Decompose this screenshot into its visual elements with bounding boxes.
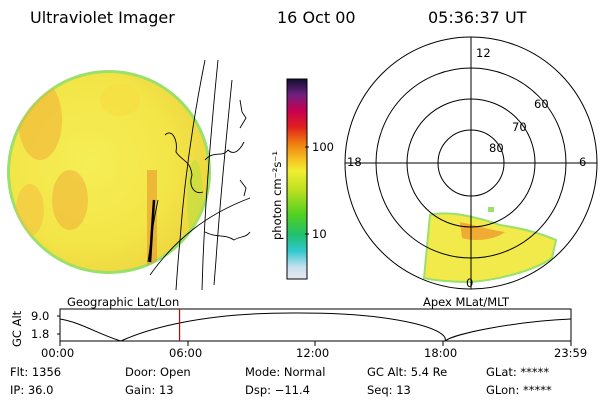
time-label: 05:36:37 UT xyxy=(428,8,527,27)
timeline-xtick-0000: 00:00 xyxy=(41,346,75,360)
timeline-xtick-0600: 06:00 xyxy=(169,346,203,360)
status-gain: Gain: 13 xyxy=(125,383,174,397)
colorbar-tick-100: 100 xyxy=(312,140,334,154)
timeline-xtick-2359: 23:59 xyxy=(554,346,588,360)
status-glon: GLon: ***** xyxy=(486,383,552,397)
geographic-label: Geographic Lat/Lon xyxy=(67,295,180,309)
timeline-ytick-9: 9.0 xyxy=(31,309,50,323)
status-dsp: Dsp: −11.4 xyxy=(245,383,310,397)
timeline-ytick-1.8: 1.8 xyxy=(31,327,50,341)
status-door: Door: Open xyxy=(125,365,191,379)
colorbar-unit-label: photon cm⁻²s⁻¹ xyxy=(270,151,284,240)
status-mode: Mode: Normal xyxy=(245,365,326,379)
mlt-label-0: 0 xyxy=(466,276,474,290)
status-seq: Seq: 13 xyxy=(367,383,411,397)
lat-label-80: 80 xyxy=(489,141,504,155)
lat-label-70: 70 xyxy=(512,120,527,134)
timeline-xtick-1800: 18:00 xyxy=(424,346,458,360)
timeline-xtick-1200: 12:00 xyxy=(296,346,330,360)
status-glat: GLat: ***** xyxy=(486,365,550,379)
timeline-plot xyxy=(57,308,572,346)
status-gc-alt: GC Alt: 5.4 Re xyxy=(367,365,448,379)
mlt-label-18: 18 xyxy=(347,155,362,169)
apex-label: Apex MLat/MLT xyxy=(423,295,510,309)
mlt-label-12: 12 xyxy=(476,46,491,60)
colorbar-tick-10: 10 xyxy=(312,227,327,241)
lat-label-60: 60 xyxy=(534,97,549,111)
date-label: 16 Oct 00 xyxy=(277,8,356,27)
timeline-ylabel: GC Alt xyxy=(10,310,24,347)
status-flt: Flt: 1356 xyxy=(10,365,62,379)
colorbar xyxy=(286,78,309,280)
status-ip: IP: 36.0 xyxy=(10,383,54,397)
polar-plot xyxy=(344,36,598,290)
instrument-title: Ultraviolet Imager xyxy=(30,8,175,27)
earth-image xyxy=(7,59,251,291)
mlt-label-6: 6 xyxy=(579,155,587,169)
